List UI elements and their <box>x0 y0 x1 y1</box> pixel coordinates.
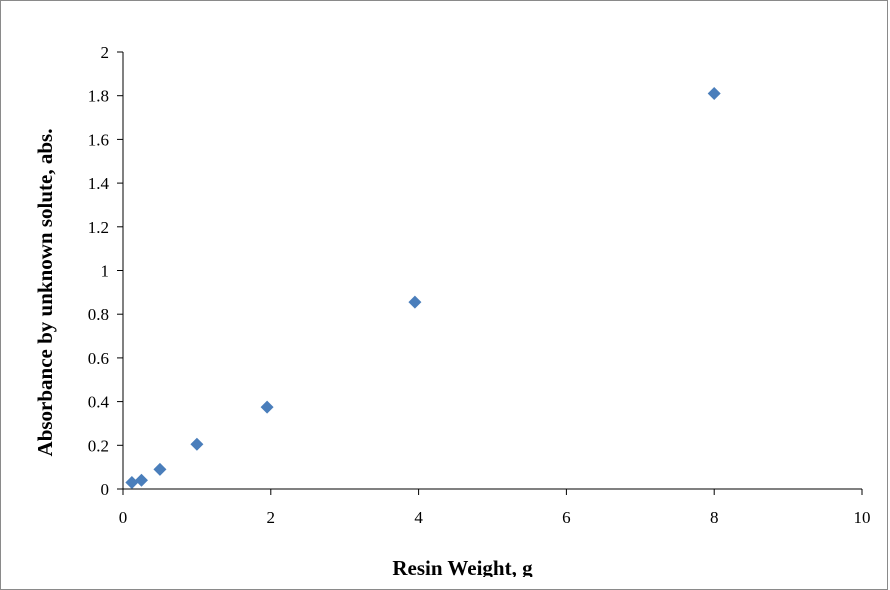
data-point <box>260 400 274 414</box>
y-axis-title: Absorbance by unknown solute, abs. <box>33 129 57 457</box>
x-tick-label: 6 <box>562 508 571 527</box>
y-tick-label: 0.6 <box>88 349 109 368</box>
y-tick-label: 0.2 <box>88 436 109 455</box>
y-tick-label: 0 <box>101 480 110 499</box>
x-tick-label: 2 <box>267 508 276 527</box>
axes <box>122 52 862 490</box>
y-tick-label: 0.8 <box>88 305 109 324</box>
y-tick-label: 1.2 <box>88 218 109 237</box>
y-tick-label: 1.6 <box>88 130 109 149</box>
data-point <box>190 437 204 451</box>
y-tick-label: 1.8 <box>88 87 109 106</box>
x-tick-label: 10 <box>854 508 871 527</box>
y-tick-label: 2 <box>101 43 110 62</box>
data-point <box>125 475 139 489</box>
y-tick-label: 0.4 <box>88 393 110 412</box>
x-axis-title: Resin Weight, g <box>392 556 533 577</box>
x-tick-label: 8 <box>710 508 719 527</box>
data-point <box>707 87 721 101</box>
y-tick-label: 1.4 <box>88 174 110 193</box>
data-point <box>134 473 148 487</box>
y-tick-label: 1 <box>101 262 110 281</box>
y-ticks: 0 0.2 0.4 0.6 0.8 1 1.2 1.4 1.6 1.8 2 <box>88 43 123 499</box>
x-tick-label: 4 <box>414 508 423 527</box>
data-points <box>125 87 721 489</box>
scatter-chart: 0 0.2 0.4 0.6 0.8 1 1.2 1.4 1.6 1.8 2 0 2 4 6 8 10 Resi… <box>33 43 871 577</box>
data-point <box>153 462 167 476</box>
x-ticks: 0 2 4 6 8 10 <box>119 489 871 527</box>
data-point <box>408 295 422 309</box>
x-tick-label: 0 <box>119 508 128 527</box>
